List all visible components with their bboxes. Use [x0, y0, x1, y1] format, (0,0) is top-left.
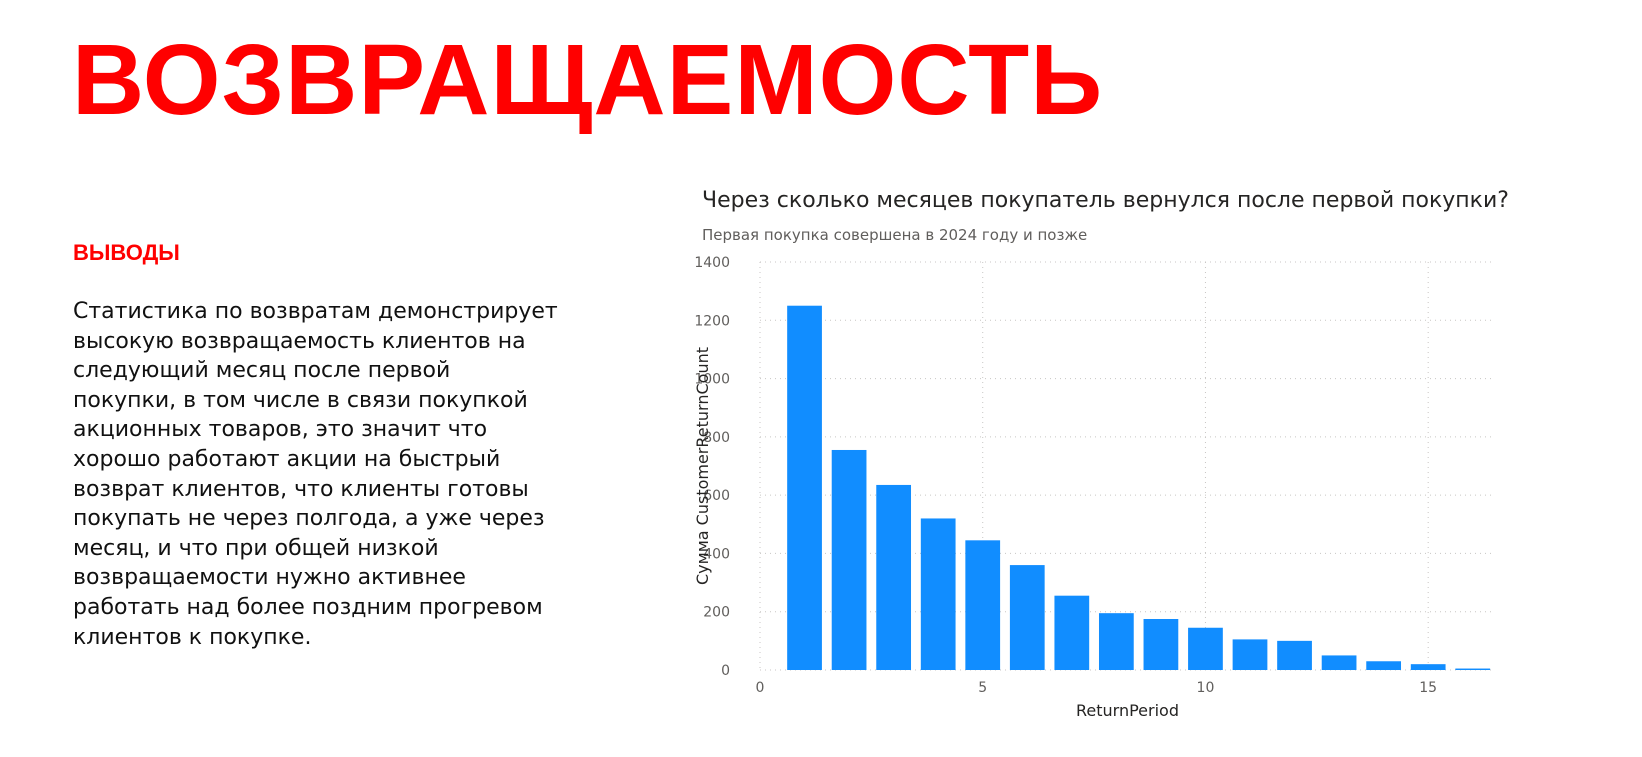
bar-14 — [1366, 661, 1402, 670]
bar-13 — [1321, 655, 1357, 670]
y-tick-label: 800 — [703, 430, 730, 446]
y-tick-label: 600 — [703, 488, 730, 504]
x-tick-label: 0 — [756, 680, 765, 696]
bar-4 — [920, 518, 956, 670]
bar-7 — [1054, 595, 1090, 670]
y-tick-label: 1000 — [694, 372, 730, 388]
slide-title: ВОЗВРАЩАЕМОСТЬ — [72, 24, 1104, 136]
bar-10 — [1188, 627, 1223, 670]
bar-12 — [1277, 640, 1312, 670]
y-tick-label: 200 — [703, 605, 730, 621]
y-axis-label: Сумма CustomerReturnCount — [693, 347, 712, 585]
conclusions-text: Статистика по возвратам демонстрирует вы… — [73, 299, 558, 650]
y-tick-label: 400 — [703, 546, 730, 562]
x-axis-label: ReturnPeriod — [1076, 701, 1179, 720]
bar-11 — [1232, 639, 1268, 670]
bar-1 — [787, 305, 822, 670]
y-tick-label: 1200 — [694, 313, 730, 329]
bar-6 — [1009, 565, 1045, 670]
x-tick-label: 15 — [1419, 680, 1437, 696]
y-tick-label: 1400 — [694, 255, 730, 271]
chart-gridlines — [759, 261, 1495, 671]
bar-chart: 0 200 400 600 800 1000 1200 1400 0 5 10 15 ReturnPe… — [693, 255, 1495, 720]
bar-2 — [831, 449, 867, 670]
bar-8 — [1098, 613, 1134, 670]
chart-tick-labels: 0 200 400 600 800 1000 1200 1400 0 5 10 15 — [694, 255, 1437, 696]
bar-9 — [1143, 619, 1179, 670]
bar-5 — [965, 540, 1001, 670]
y-tick-label: 0 — [721, 663, 730, 679]
bar-3 — [876, 484, 912, 670]
chart-title: Через сколько месяцев покупатель вернулс… — [702, 188, 1509, 213]
chart-subtitle: Первая покупка совершена в 2024 году и п… — [702, 226, 1088, 244]
chart-bars — [787, 305, 1491, 670]
bar-15 — [1410, 664, 1446, 670]
conclusions-heading: ВЫВОДЫ — [73, 240, 180, 265]
x-tick-label: 5 — [978, 680, 987, 696]
x-tick-label: 10 — [1197, 680, 1215, 696]
bar-16 — [1455, 668, 1491, 670]
